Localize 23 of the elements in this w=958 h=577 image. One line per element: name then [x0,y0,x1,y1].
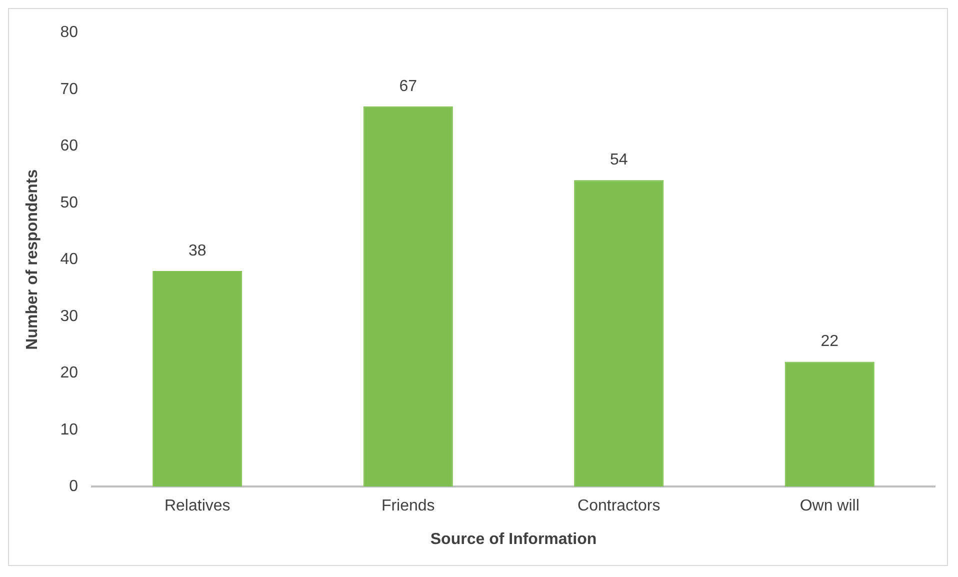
y-tick-label: 40 [60,251,78,268]
y-axis-title: Number of respondents [24,169,42,350]
bar [152,270,242,487]
bar [784,362,874,487]
y-tick-label: 20 [60,364,78,382]
y-tick-label: 70 [60,80,78,98]
x-axis-title: Source of Information [430,530,597,548]
data-label: 54 [610,152,628,169]
y-tick-label: 80 [60,24,78,42]
data-label: 67 [399,78,418,95]
bar [363,106,453,487]
y-tick-label: 10 [60,421,78,438]
data-label: 38 [188,242,206,260]
x-tick-label: Own will [800,498,860,515]
data-label: 22 [820,333,839,350]
y-tick-label: 50 [60,194,78,212]
x-tick-label: Contractors [578,498,660,515]
y-tick-label: 30 [60,308,78,325]
x-tick-label: Friends [381,498,435,515]
bar [574,180,664,487]
y-tick-label: 60 [60,138,78,155]
x-tick-label: Relatives [164,498,230,515]
y-tick-label: 0 [69,478,78,496]
